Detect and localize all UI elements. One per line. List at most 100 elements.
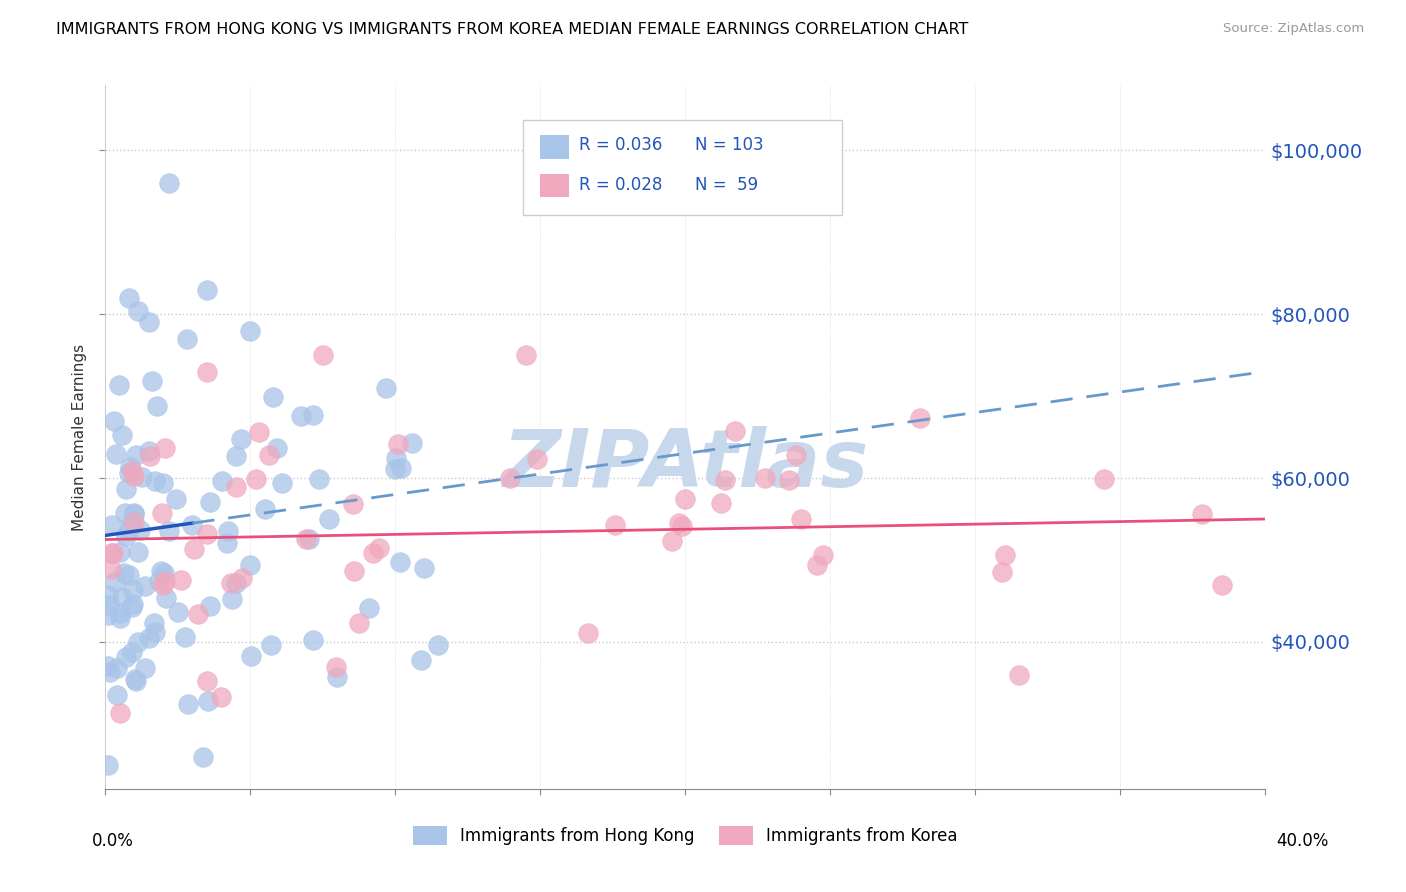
Point [124,673,146,688]
Point [122,597,145,611]
Point [118,523,141,537]
Point [150,506,173,520]
Y-axis label: Median Female Earnings: Median Female Earnings [72,343,87,531]
Point [124,469,146,483]
Text: N = 103: N = 103 [695,136,763,154]
Point [187,607,209,622]
Point [342,497,364,511]
Point [308,473,330,487]
Point [389,556,412,570]
Point [409,653,432,667]
Point [114,528,136,542]
Point [526,452,548,467]
Point [97,658,120,673]
Point [104,575,127,590]
Point [176,332,198,346]
Point [139,449,162,463]
Bar [540,135,569,159]
Point [375,381,398,395]
Point [231,571,253,585]
Point [138,315,160,329]
Point [127,545,149,559]
Point [125,449,148,463]
Point [806,558,828,573]
Point [121,600,143,615]
Point [266,441,288,455]
Text: Source: ZipAtlas.com: Source: ZipAtlas.com [1223,22,1364,36]
Point [114,506,136,520]
Point [165,491,187,506]
Point [994,549,1017,563]
Point [211,474,233,488]
Point [384,451,406,466]
Point [138,631,160,645]
Point [105,688,128,702]
Point [134,579,156,593]
Point [211,690,233,704]
Point [152,476,174,491]
Point [105,661,128,675]
Point [298,533,321,547]
Point [181,517,204,532]
Point [121,645,143,659]
Point [499,471,522,485]
Point [198,495,221,509]
Point [112,566,135,581]
Text: 40.0%: 40.0% [1277,831,1329,849]
Point [121,464,143,478]
Point [225,449,247,463]
Point [221,592,243,607]
Text: 0.0%: 0.0% [91,831,134,849]
Point [149,564,172,578]
Point [225,480,247,494]
Point [247,425,270,439]
Point [271,476,294,491]
Point [367,541,389,556]
Point [97,599,120,613]
Point [257,448,280,462]
Point [217,524,239,538]
Point [1008,667,1031,681]
Point [347,615,370,630]
Point [108,607,131,621]
Point [361,546,384,560]
Point [122,506,145,520]
Point [195,283,218,297]
Point [1211,577,1233,591]
Text: ZIPAtlas: ZIPAtlas [502,426,869,504]
Point [108,706,131,721]
Point [153,574,176,588]
Point [97,588,120,602]
Point [908,410,931,425]
Point [121,515,143,529]
Point [97,607,120,622]
Point [1191,507,1213,521]
Point [157,524,180,539]
Point [170,573,193,587]
Point [302,632,325,647]
Point [118,567,141,582]
Point [714,473,737,487]
Legend: Immigrants from Hong Kong, Immigrants from Korea: Immigrants from Hong Kong, Immigrants fr… [406,819,965,852]
Point [661,534,683,549]
Point [117,467,139,481]
Point [229,432,252,446]
Point [294,533,316,547]
Point [754,471,776,485]
Text: R = 0.028: R = 0.028 [579,176,662,194]
Point [110,545,132,559]
Point [122,515,145,529]
Point [724,424,747,438]
Point [124,507,146,521]
Point [129,523,152,537]
Point [122,583,145,598]
Point [155,441,177,455]
Point [110,590,132,604]
Point [141,375,163,389]
Point [253,502,276,516]
Point [97,757,120,772]
Point [145,624,167,639]
Point [114,482,136,496]
Point [673,492,696,507]
Point [118,460,141,475]
